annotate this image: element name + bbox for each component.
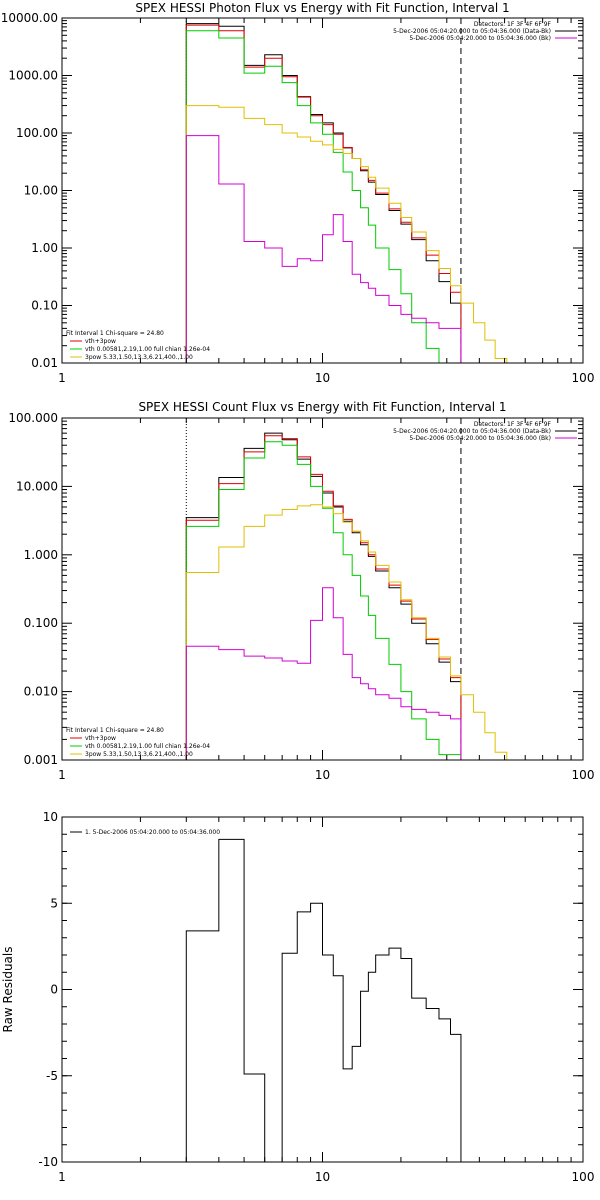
y-tick-label: 100.000 (8, 411, 58, 425)
series-bk (185, 587, 462, 760)
plot-frame (61, 17, 584, 364)
count-chart: SPEX HESSI Count Flux vs Energy with Fit… (8, 400, 594, 782)
y-tick-label: 0.010 (24, 685, 58, 699)
y-tick-label: -5 (46, 1069, 58, 1083)
x-tick-label: 10 (315, 371, 330, 385)
chart-title: SPEX HESSI Count Flux vs Energy with Fit… (138, 400, 506, 414)
y-tick-label: -10 (38, 1155, 58, 1169)
legend-entry: 1. 5-Dec-2006 05:04:20.000 to 05:04:36.0… (85, 829, 220, 836)
series-group (185, 432, 508, 760)
header-text: 5-Dec-2006 05:04:20.000 to 05:04:36.000 … (409, 435, 551, 442)
series-vth-3pow (185, 24, 462, 363)
x-tick-label: 1 (58, 1170, 66, 1184)
y-axis-label: Raw Residuals (1, 947, 15, 1033)
series-vth (185, 30, 440, 363)
y-tick-label: 0 (50, 983, 58, 997)
series-3pow (185, 504, 508, 760)
legend-entry: vth+3pow (85, 338, 116, 345)
y-tick-label: 10 (43, 810, 58, 824)
y-tick-label: 100.00 (16, 126, 58, 140)
series-3pow (185, 105, 508, 363)
y-tick-label: 1000.00 (8, 69, 58, 83)
y-tick-label: 1.00 (31, 241, 58, 255)
series-data-bk (185, 432, 462, 760)
y-tick-label: 10.00 (24, 184, 58, 198)
series-vth-3pow (185, 435, 462, 760)
photon-chart: SPEX HESSI Photon Flux vs Energy with Fi… (1, 1, 595, 385)
legend-entry: vth+3pow (85, 735, 116, 742)
legend-entry: 3pow 5.33,1.50,13.3,6.21,400.,1.00 (85, 354, 193, 361)
series-vth (185, 441, 462, 760)
header-text: Detectors: 1F 3F 4F 6F 9F (474, 21, 552, 28)
y-tick-label: 5 (50, 896, 58, 910)
header-text: 5-Dec-2006 05:04:20.000 to 05:04:36.000 … (393, 428, 551, 435)
y-tick-label: 1.000 (24, 548, 58, 562)
series-1-5-dec-2006-05-04-20-000-to-05-04-36-000 (185, 838, 462, 1162)
header-text: 5-Dec-2006 05:04:20.000 to 05:04:36.000 … (393, 28, 551, 35)
legend-header: Fit Interval 1 Chi-square = 24.80 (66, 330, 164, 337)
x-tick-label: 100 (572, 768, 595, 782)
x-tick-label: 100 (572, 371, 595, 385)
series-group (185, 23, 508, 363)
y-tick-label: 0.100 (24, 616, 58, 630)
legend-entry: vth 0.00581,2.19,1.00 full chian 1.26e-0… (85, 346, 210, 353)
series-data-bk (185, 23, 462, 363)
y-tick-label: 10.000 (16, 479, 58, 493)
legend-entry: vth 0.00581,2.19,1.00 full chian 1.26e-0… (85, 743, 210, 750)
y-tick-label: 0.01 (31, 356, 58, 370)
header-text: 5-Dec-2006 05:04:20.000 to 05:04:36.000 … (409, 35, 551, 42)
legend-header: Fit Interval 1 Chi-square = 24.80 (66, 727, 164, 734)
plot-frame (61, 816, 584, 1163)
legend-entry: 3pow 5.33,1.50,13.3,6.21,400.,1.00 (85, 751, 193, 758)
y-tick-label: 10000.00 (1, 11, 58, 25)
x-tick-label: 10 (315, 768, 330, 782)
x-tick-label: 10 (315, 1170, 330, 1184)
header-text: Detectors: 1F 3F 4F 6F 9F (474, 421, 552, 428)
series-bk (185, 135, 462, 363)
residuals-chart: Raw Residuals 1 10 100 -10 -5 0 5 10 1. 5-Dec-200… (1, 810, 594, 1184)
series-group (185, 838, 462, 1162)
y-tick-label: 0.001 (24, 753, 58, 767)
x-tick-label: 100 (572, 1170, 595, 1184)
y-tick-label: 0.10 (31, 299, 58, 313)
chart-title: SPEX HESSI Photon Flux vs Energy with Fi… (135, 1, 509, 15)
x-tick-label: 1 (58, 371, 66, 385)
x-tick-label: 1 (58, 768, 66, 782)
